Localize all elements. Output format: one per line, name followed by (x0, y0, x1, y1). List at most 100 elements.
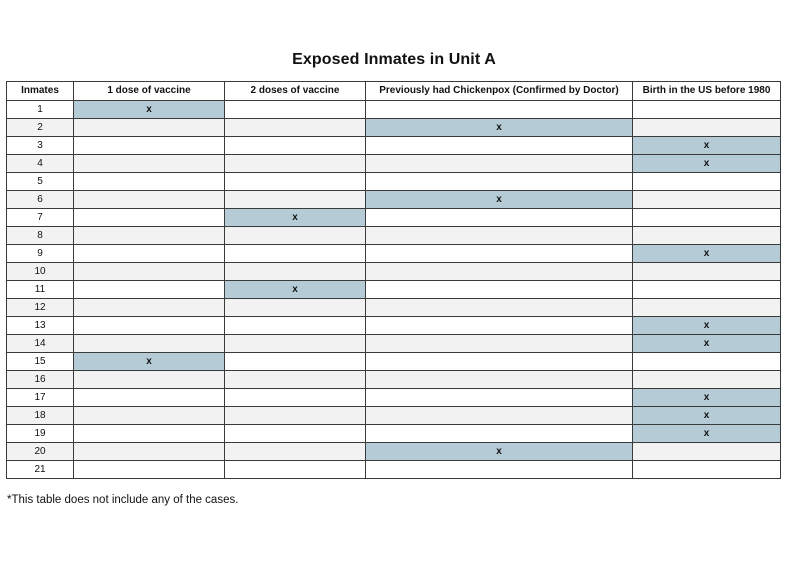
table-row: 15 x (6, 352, 781, 371)
cell-previous-chickenpox (365, 334, 633, 353)
table-row: 8 (6, 226, 781, 245)
table-title: Exposed Inmates in Unit A (292, 51, 496, 68)
inmate-number-cell: 15 (6, 352, 74, 371)
cell-one-dose (73, 388, 225, 407)
cell-one-dose (73, 190, 225, 209)
cell-one-dose (73, 316, 225, 335)
cell-us-birth-before-1980: x (632, 316, 781, 335)
cell-two-doses (224, 154, 366, 173)
cell-us-birth-before-1980 (632, 226, 781, 245)
cell-two-doses (224, 406, 366, 425)
table-row: 20 x (6, 442, 781, 461)
cell-previous-chickenpox (365, 244, 633, 263)
cell-two-doses (224, 442, 366, 461)
cell-us-birth-before-1980: x (632, 244, 781, 263)
cell-one-dose (73, 370, 225, 389)
column-header-us-birth-before-1980: Birth in the US before 1980 (632, 81, 781, 101)
inmate-number-cell: 10 (6, 262, 74, 281)
cell-two-doses (224, 370, 366, 389)
cell-previous-chickenpox (365, 316, 633, 335)
cell-previous-chickenpox (365, 388, 633, 407)
inmate-number-cell: 1 (6, 100, 74, 119)
cell-us-birth-before-1980 (632, 460, 781, 479)
cell-one-dose (73, 298, 225, 317)
cell-one-dose (73, 442, 225, 461)
inmate-number-cell: 14 (6, 334, 74, 353)
table-row: 21 (6, 460, 781, 479)
inmate-number-cell: 4 (6, 154, 74, 173)
cell-one-dose (73, 280, 225, 299)
cell-us-birth-before-1980: x (632, 388, 781, 407)
column-header-previous-chickenpox: Previously had Chickenpox (Confirmed by … (365, 81, 633, 101)
table-row: 12 (6, 298, 781, 317)
inmate-number-cell: 11 (6, 280, 74, 299)
column-header-inmates: Inmates (6, 81, 74, 101)
inmate-number-cell: 5 (6, 172, 74, 191)
cell-previous-chickenpox: x (365, 442, 633, 461)
cell-two-doses (224, 190, 366, 209)
inmate-number-cell: 20 (6, 442, 74, 461)
cell-us-birth-before-1980: x (632, 406, 781, 425)
inmates-table: Inmates 1 dose of vaccine 2 doses of vac… (6, 81, 781, 479)
table-row: 5 (6, 172, 781, 191)
cell-previous-chickenpox (365, 172, 633, 191)
inmate-number-cell: 21 (6, 460, 74, 479)
column-header-two-doses: 2 doses of vaccine (224, 81, 366, 101)
cell-one-dose (73, 118, 225, 137)
cell-one-dose (73, 424, 225, 443)
inmate-number-cell: 17 (6, 388, 74, 407)
inmate-number-cell: 16 (6, 370, 74, 389)
cell-two-doses: x (224, 208, 366, 227)
cell-us-birth-before-1980: x (632, 154, 781, 173)
column-header-one-dose: 1 dose of vaccine (73, 81, 225, 101)
cell-two-doses (224, 100, 366, 119)
inmate-number-cell: 18 (6, 406, 74, 425)
cell-one-dose (73, 136, 225, 155)
cell-two-doses (224, 334, 366, 353)
cell-one-dose (73, 334, 225, 353)
cell-previous-chickenpox (365, 352, 633, 371)
cell-two-doses (224, 316, 366, 335)
cell-us-birth-before-1980: x (632, 334, 781, 353)
inmate-number-cell: 19 (6, 424, 74, 443)
footnote: *This table does not include any of the … (7, 494, 239, 506)
cell-previous-chickenpox (365, 460, 633, 479)
cell-us-birth-before-1980 (632, 190, 781, 209)
cell-two-doses (224, 352, 366, 371)
inmate-number-cell: 9 (6, 244, 74, 263)
cell-two-doses (224, 298, 366, 317)
cell-two-doses (224, 388, 366, 407)
table-row: 19 x (6, 424, 781, 443)
cell-one-dose (73, 460, 225, 479)
cell-previous-chickenpox (365, 298, 633, 317)
cell-us-birth-before-1980 (632, 280, 781, 299)
cell-us-birth-before-1980 (632, 370, 781, 389)
cell-previous-chickenpox (365, 406, 633, 425)
cell-us-birth-before-1980 (632, 100, 781, 119)
table-row: 16 (6, 370, 781, 389)
inmate-number-cell: 8 (6, 226, 74, 245)
cell-previous-chickenpox (365, 280, 633, 299)
cell-us-birth-before-1980 (632, 352, 781, 371)
cell-previous-chickenpox (365, 208, 633, 227)
cell-previous-chickenpox (365, 424, 633, 443)
cell-one-dose (73, 172, 225, 191)
cell-previous-chickenpox (365, 370, 633, 389)
table-row: 18 x (6, 406, 781, 425)
cell-two-doses (224, 136, 366, 155)
inmate-number-cell: 7 (6, 208, 74, 227)
cell-two-doses (224, 262, 366, 281)
inmate-number-cell: 13 (6, 316, 74, 335)
cell-two-doses: x (224, 280, 366, 299)
cell-two-doses (224, 226, 366, 245)
cell-two-doses (224, 172, 366, 191)
cell-previous-chickenpox: x (365, 118, 633, 137)
cell-one-dose: x (73, 352, 225, 371)
cell-us-birth-before-1980 (632, 298, 781, 317)
